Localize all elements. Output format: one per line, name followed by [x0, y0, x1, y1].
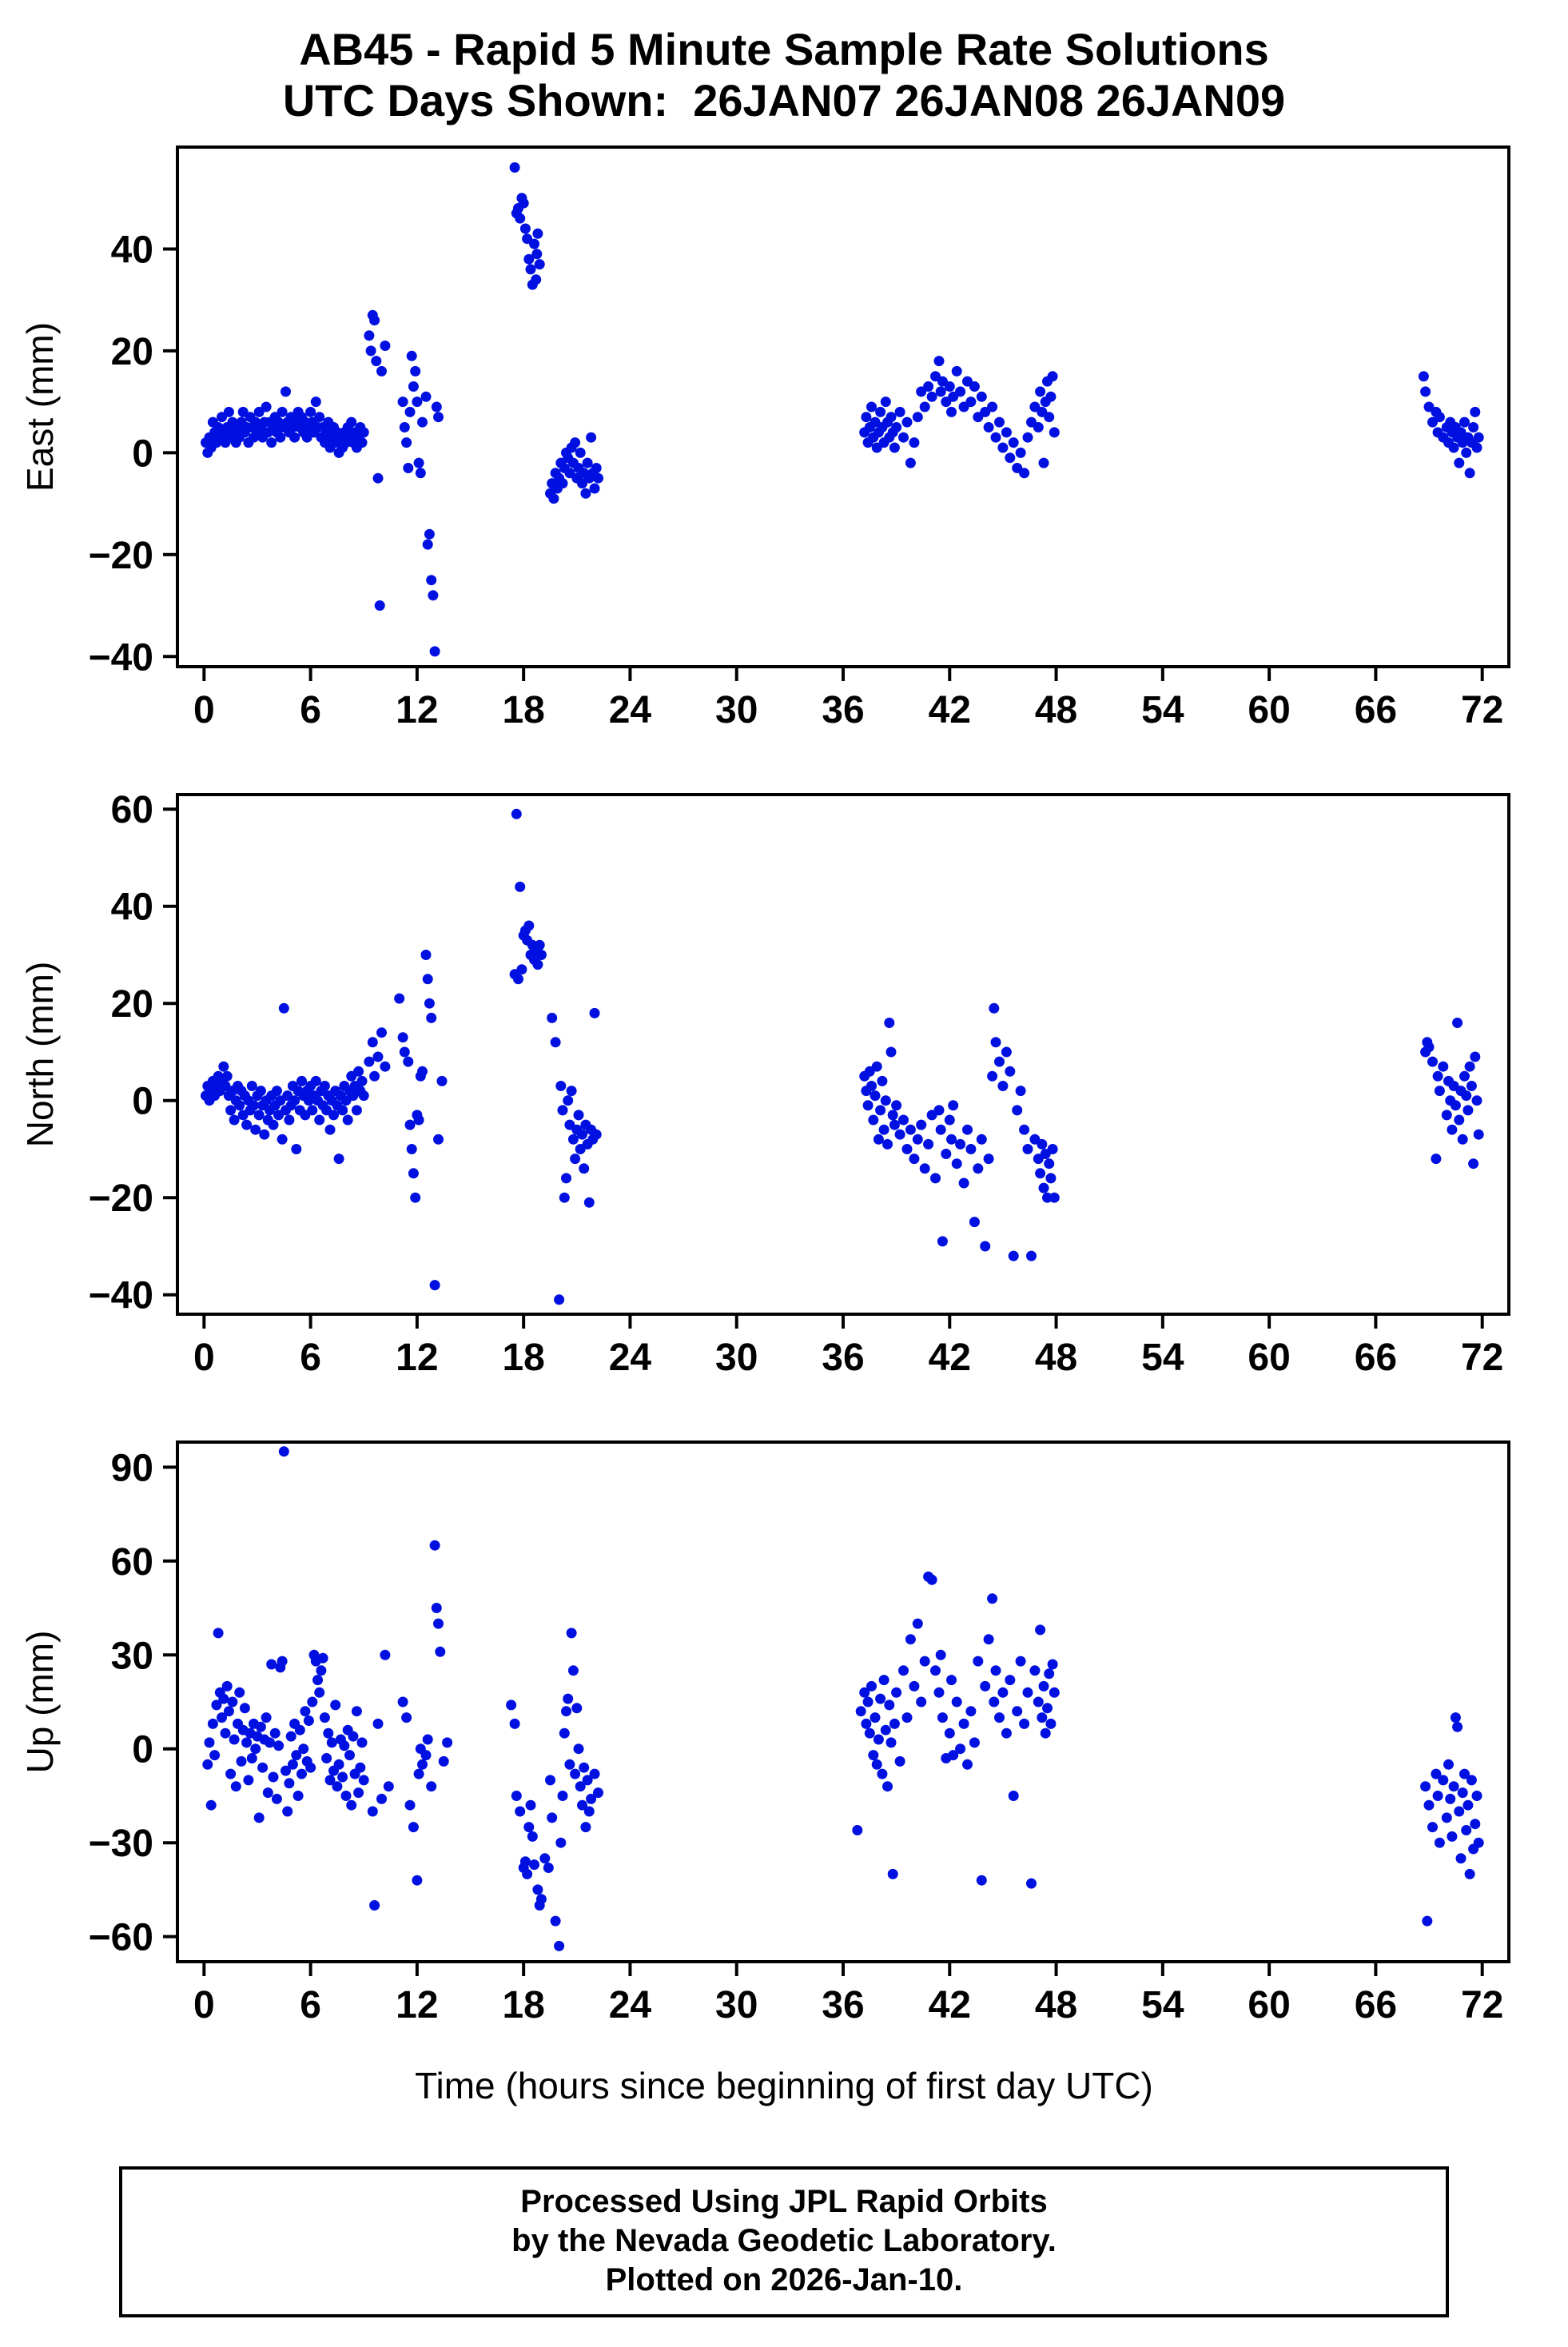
x-tick-label: 72 [1461, 1337, 1503, 1379]
x-tick-label: 60 [1248, 689, 1290, 731]
x-tick-label: 24 [609, 1337, 652, 1379]
plot-frame [176, 1440, 1510, 1963]
x-ticks: 0 6 12 18 24 30 36 42 48 54 60 66 72 [193, 1314, 1503, 1379]
x-tick-label: 12 [396, 689, 438, 731]
y-tick-label: 0 [132, 1081, 153, 1123]
y-tick-label: −40 [89, 636, 153, 679]
y-ticks: −40 −20 0 20 40 60 [89, 789, 177, 1317]
y-tick-label: 20 [111, 983, 153, 1026]
chart-title: AB45 - Rapid 5 Minute Sample Rate Soluti… [0, 0, 1568, 126]
x-tick-label: 48 [1035, 1337, 1077, 1379]
x-tick-label: 30 [715, 1984, 758, 2026]
y-ticks: −40 −20 0 20 40 [89, 229, 177, 679]
x-tick-label: 6 [300, 689, 321, 731]
x-tick-label: 54 [1141, 689, 1184, 731]
x-tick-label: 54 [1141, 1984, 1184, 2026]
x-tick-label: 18 [502, 1337, 544, 1379]
y-tick-label: −40 [89, 1275, 153, 1317]
x-tick-label: 24 [609, 689, 652, 731]
y-ticks: −60 −30 0 30 60 90 [89, 1447, 177, 1959]
x-tick-label: 0 [193, 689, 215, 731]
y-tick-label: 20 [111, 331, 153, 373]
chart-title-line2: UTC Days Shown: 26JAN07 26JAN08 26JAN09 [282, 75, 1286, 126]
y-tick-label: −30 [89, 1823, 153, 1865]
y-tick-label: 0 [132, 432, 153, 475]
north-scatter-plot: 0 6 12 18 24 30 36 42 48 54 60 66 72 −40 −20 0 20 40 60 Nor… [19, 789, 1510, 1379]
x-tick-label: 24 [609, 1984, 652, 2026]
plot-frame [176, 793, 1510, 1316]
data-points [201, 162, 1484, 657]
x-tick-label: 72 [1461, 689, 1503, 731]
x-tick-label: 30 [715, 689, 758, 731]
y-tick-label: −60 [89, 1917, 153, 1959]
chart-title-line1: AB45 - Rapid 5 Minute Sample Rate Soluti… [299, 24, 1269, 74]
y-tick-label: −20 [89, 535, 153, 577]
x-tick-label: 42 [929, 1337, 971, 1379]
y-tick-label: 30 [111, 1635, 153, 1677]
y-tick-label: 60 [111, 1541, 153, 1584]
y-tick-label: 40 [111, 887, 153, 929]
x-tick-label: 60 [1248, 1337, 1290, 1379]
footer-line2: by the Nevada Geodetic Laboratory. [511, 2223, 1057, 2258]
x-axis-label: Time (hours since beginning of first day… [415, 2065, 1153, 2106]
x-tick-label: 42 [929, 1984, 971, 2026]
x-tick-label: 36 [822, 1337, 864, 1379]
x-tick-label: 66 [1355, 1337, 1397, 1379]
x-tick-label: 60 [1248, 1984, 1290, 2026]
plot-frame [176, 145, 1510, 668]
footer-box: Processed Using JPL Rapid Orbits by the … [119, 2166, 1449, 2317]
y-axis-title: East (mm) [19, 322, 61, 492]
plots-container: 0 6 12 18 24 30 36 42 48 54 60 66 72 −40 −20 0 20 40 East … [0, 136, 1568, 2046]
east-scatter-plot: 0 6 12 18 24 30 36 42 48 54 60 66 72 −40 −20 0 20 40 East … [19, 145, 1510, 731]
x-tick-label: 6 [300, 1337, 321, 1379]
x-tick-label: 66 [1355, 1984, 1397, 2026]
x-tick-label: 72 [1461, 1984, 1503, 2026]
x-tick-label: 36 [822, 1984, 864, 2026]
x-tick-label: 48 [1035, 689, 1077, 731]
x-ticks: 0 6 12 18 24 30 36 42 48 54 60 66 72 [193, 1962, 1503, 2026]
x-tick-label: 54 [1141, 1337, 1184, 1379]
y-tick-label: −20 [89, 1177, 153, 1220]
x-tick-label: 18 [502, 689, 544, 731]
y-tick-label: 0 [132, 1729, 153, 1771]
y-axis-title: Up (mm) [19, 1631, 61, 1774]
x-tick-label: 12 [396, 1984, 438, 2026]
x-tick-label: 66 [1355, 689, 1397, 731]
up-scatter-plot: 0 6 12 18 24 30 36 42 48 54 60 66 72 −60 −30 0 30 60 90 Up … [19, 1440, 1510, 2026]
footer-line1: Processed Using JPL Rapid Orbits [520, 2184, 1048, 2219]
x-tick-label: 0 [193, 1984, 215, 2026]
x-tick-label: 18 [502, 1984, 544, 2026]
x-tick-label: 12 [396, 1337, 438, 1379]
data-points [201, 808, 1484, 1305]
x-tick-label: 0 [193, 1337, 215, 1379]
x-tick-label: 36 [822, 689, 864, 731]
data-points [202, 1446, 1484, 1951]
x-tick-label: 6 [300, 1984, 321, 2026]
y-tick-label: 90 [111, 1447, 153, 1489]
y-tick-label: 40 [111, 229, 153, 271]
footer-line3: Plotted on 2026-Jan-10. [605, 2262, 963, 2297]
x-tick-label: 48 [1035, 1984, 1077, 2026]
x-tick-label: 30 [715, 1337, 758, 1379]
y-axis-title: North (mm) [19, 962, 61, 1148]
y-tick-label: 60 [111, 789, 153, 831]
x-tick-label: 42 [929, 689, 971, 731]
x-ticks: 0 6 12 18 24 30 36 42 48 54 60 66 72 [193, 667, 1503, 731]
